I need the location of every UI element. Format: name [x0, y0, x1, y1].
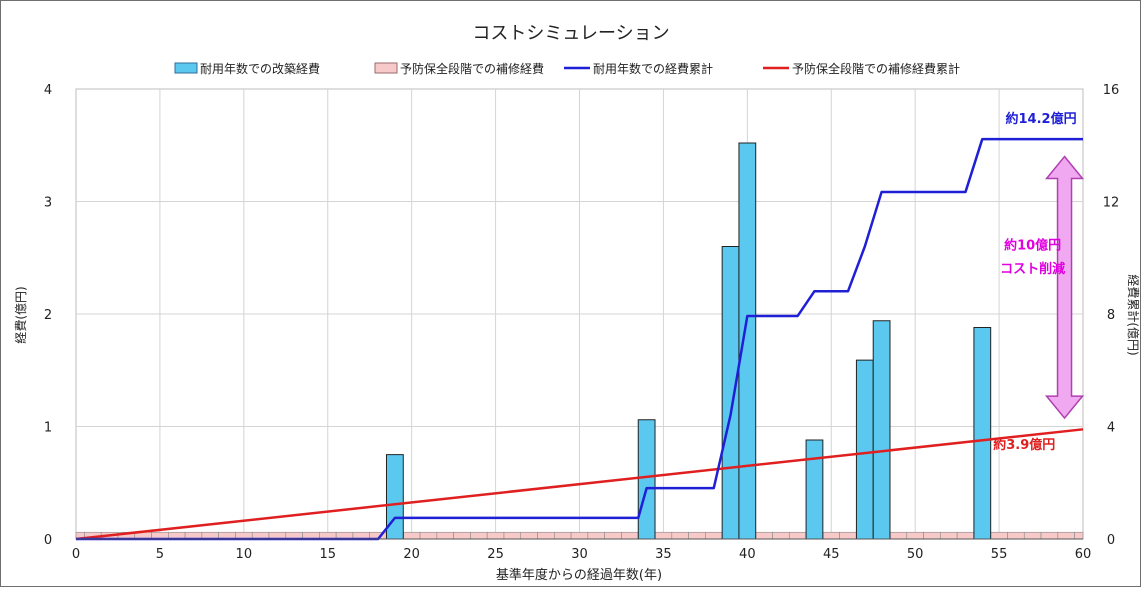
y2-tick-label: 16 [1103, 83, 1120, 98]
annotation-label: 約14.2億円 [1006, 111, 1077, 127]
x-tick-label: 25 [487, 547, 504, 562]
repair-cost-bar [688, 531, 706, 540]
repair-cost-bar [570, 531, 589, 540]
repair-cost-bar [587, 531, 605, 540]
repair-cost-bar [621, 531, 639, 540]
repair-cost-bar [956, 531, 975, 540]
y2-tick-label: 12 [1103, 196, 1120, 211]
repair-cost-bar [470, 531, 488, 540]
repair-cost-bar [755, 531, 773, 540]
x-tick-label: 30 [571, 547, 588, 562]
annotation-label: コスト削減 [1000, 261, 1065, 277]
y-tick-label: 3 [44, 196, 52, 211]
cumulative-lines [75, 137, 1084, 541]
y2-tick-label: 4 [1107, 421, 1115, 436]
x-tick-label: 5 [156, 547, 164, 562]
renewal-cumulative-line [76, 137, 1083, 541]
chart-title: コストシミュレーション [472, 23, 669, 44]
repair-cost-bar [772, 531, 790, 540]
legend-swatch-renewal-cost [174, 62, 198, 74]
repair-cost-bar [1040, 531, 1059, 540]
repair-cost-bar [453, 531, 471, 540]
repair-cost-bar [537, 531, 555, 540]
legend-label-renewal-cost: 耐用年数での改築経費 [200, 61, 320, 76]
repair-cost-bar [822, 531, 840, 540]
y2-axis-label: 経費累計(億円) [1126, 274, 1140, 355]
legend-swatch-repair-cost [374, 62, 398, 74]
x-tick-label: 15 [319, 547, 336, 562]
renewal-cost-bar [855, 359, 874, 540]
cost-reduction-arrow [1044, 155, 1085, 420]
x-tick-label: 35 [655, 547, 672, 562]
x-tick-label: 20 [403, 547, 420, 562]
repair-cost-bar [654, 531, 673, 540]
annotation-label: 約10億円 [1004, 237, 1061, 253]
legend: 耐用年数での改築経費 予防保全段階での補修経費 耐用年数での経費累計 予防保全段… [174, 61, 960, 76]
x-tick-label: 10 [236, 547, 253, 562]
y-tick-label: 4 [44, 83, 52, 98]
renewal-cost-bar [973, 327, 992, 540]
repair-cost-bar [923, 531, 941, 540]
legend-label-repair-cost: 予防保全段階での補修経費 [400, 61, 544, 76]
y-tick-label: 0 [44, 533, 52, 548]
y2-tick-label: 8 [1107, 308, 1115, 323]
renewal-cost-bar [872, 320, 891, 540]
legend-label-renewal-cumulative: 耐用年数での経費累計 [593, 61, 713, 76]
y-tick-label: 1 [44, 421, 52, 436]
x-axis-label: 基準年度からの経過年数(年) [496, 567, 662, 583]
x-tick-label: 40 [739, 547, 756, 562]
repair-cost-bar [906, 531, 924, 540]
repair-cost-bar [1023, 531, 1042, 540]
repair-cost-bar [990, 531, 1008, 540]
renewal-cost-bar [738, 142, 757, 540]
repair-cost-bar [436, 531, 454, 540]
x-tick-label: 50 [907, 547, 924, 562]
repair-cost-bar [889, 531, 908, 540]
repair-cost-bar [1074, 531, 1084, 540]
repair-cost-bar [705, 531, 723, 540]
y-tick-label: 2 [44, 308, 52, 323]
repair-cost-bar [671, 531, 689, 540]
y2-tick-label: 0 [1107, 533, 1115, 548]
repair-cost-bar [486, 531, 505, 540]
renewal-cost-bar [721, 246, 740, 540]
repair-cost-bar [788, 531, 807, 540]
repair-cost-bar [503, 531, 522, 540]
x-tick-label: 60 [1075, 547, 1092, 562]
x-tick-label: 0 [72, 547, 80, 562]
repair-cost-bar [419, 531, 438, 540]
y-axis-label: 経費(億円) [13, 286, 28, 343]
repair-cost-bar [554, 531, 572, 540]
x-tick-label: 55 [991, 547, 1008, 562]
legend-label-repair-cumulative: 予防保全段階での補修経費累計 [792, 61, 960, 76]
repair-cost-bar [402, 531, 421, 540]
annotation-label: 約3.9億円 [993, 437, 1055, 453]
repair-cost-bar [940, 531, 958, 540]
renewal-cost-bar [805, 439, 824, 540]
repair-cost-bar [1007, 531, 1025, 540]
x-tick-label: 45 [823, 547, 840, 562]
repair-cost-bar [839, 531, 857, 540]
repair-cost-bar [1057, 531, 1075, 540]
repair-cumulative-line [75, 428, 1084, 541]
repair-cost-bar [520, 531, 538, 540]
grid [75, 88, 1084, 540]
renewal-cost-bar [637, 419, 656, 540]
repair-cost-bar [604, 531, 622, 540]
